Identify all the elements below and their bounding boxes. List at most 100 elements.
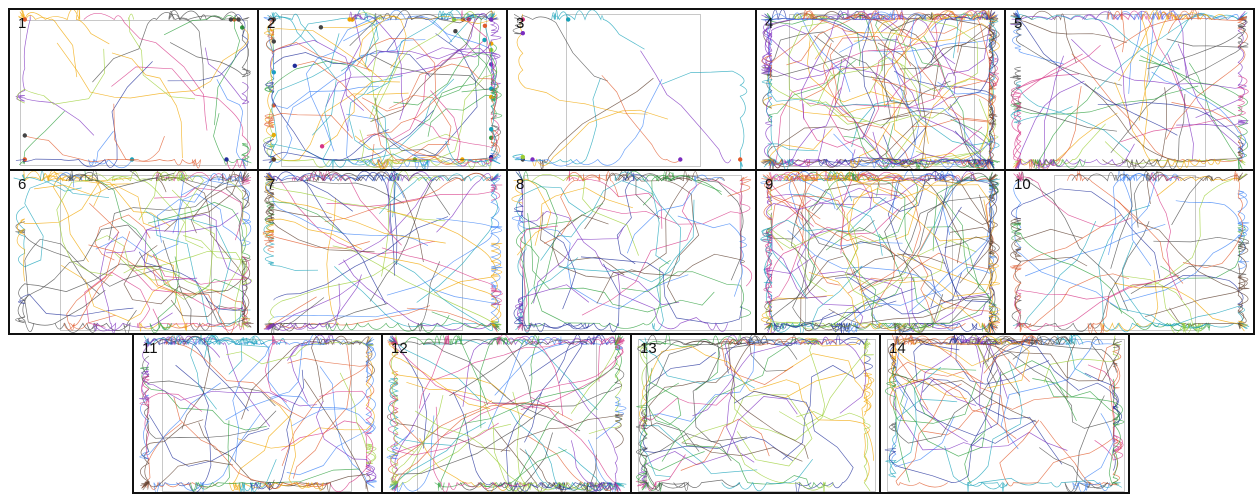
- trajectory-path: [635, 336, 756, 452]
- trajectory-path: [190, 335, 265, 410]
- trajectory-path: [846, 179, 946, 264]
- trajectory-path: [884, 419, 1036, 483]
- plot-frame: [887, 339, 1125, 492]
- trajectory-path: [356, 171, 400, 266]
- trajectory-path: [1024, 223, 1166, 277]
- trajectory-path: [786, 257, 944, 333]
- agent-marker: [520, 31, 525, 36]
- trajectory-path: [388, 377, 452, 446]
- trajectory-plot: [760, 171, 1001, 333]
- trajectory-path: [680, 418, 770, 471]
- trajectory-path: [286, 335, 335, 403]
- trajectory-path: [814, 23, 1000, 60]
- trajectory-path: [339, 372, 377, 465]
- trajectory-path: [390, 335, 414, 452]
- trajectory-path: [800, 337, 874, 461]
- trajectory-path: [169, 18, 251, 78]
- trajectory-path: [452, 391, 617, 491]
- trajectory-path: [533, 226, 624, 304]
- trajectory-path: [752, 379, 870, 482]
- trajectory-path: [900, 368, 985, 457]
- trajectory-path: [320, 15, 407, 69]
- trajectory-path: [113, 103, 201, 169]
- trajectory-path: [1013, 171, 1132, 228]
- trajectory-path: [321, 80, 400, 147]
- agent-marker: [271, 157, 276, 162]
- trajectory-path: [511, 178, 552, 256]
- trajectory-path: [445, 25, 501, 165]
- trajectory-path: [154, 335, 211, 430]
- trajectory-path: [430, 284, 502, 306]
- trajectory-path: [838, 10, 883, 71]
- trajectory-path: [768, 59, 856, 123]
- panel-6: 6: [8, 169, 259, 335]
- trajectory-path: [544, 173, 601, 244]
- trajectory-path: [787, 229, 942, 297]
- trajectory-path: [291, 171, 402, 246]
- trajectory-path: [1141, 10, 1160, 149]
- trajectory-path: [34, 184, 159, 230]
- trajectory-path: [63, 203, 119, 331]
- trajectory-path: [1014, 336, 1114, 369]
- trajectory-path: [808, 271, 905, 332]
- trajectory-path: [1064, 395, 1108, 492]
- trajectory-path: [639, 391, 732, 430]
- trajectory-plot: [884, 335, 1125, 492]
- trajectory-path: [1123, 190, 1249, 302]
- trajectory-path: [268, 33, 340, 169]
- trajectory-path: [204, 335, 286, 359]
- trajectory-path: [1010, 14, 1180, 70]
- trajectory-path: [433, 242, 503, 294]
- trajectory-path: [774, 300, 897, 332]
- trajectory-path: [436, 217, 503, 324]
- panel-13: 13: [630, 333, 881, 494]
- trajectory-path: [520, 236, 671, 329]
- trajectory-path: [1098, 205, 1208, 333]
- trajectory-path: [1107, 10, 1125, 53]
- trajectory-path: [1010, 45, 1101, 165]
- trajectory-path: [358, 39, 485, 143]
- trajectory-path: [880, 12, 933, 129]
- agent-marker: [292, 63, 297, 68]
- trajectory-path: [19, 110, 65, 166]
- trajectory-path: [764, 253, 946, 312]
- trajectory-path: [882, 134, 992, 166]
- panel-label: 11: [142, 340, 158, 357]
- trajectory-path: [617, 272, 728, 332]
- trajectory-path: [616, 171, 649, 265]
- trajectory-path: [153, 216, 251, 327]
- trajectory-path: [343, 259, 498, 331]
- trajectory-path: [281, 420, 367, 492]
- trajectory-path: [1071, 53, 1239, 163]
- trajectory-path: [1110, 15, 1247, 154]
- trajectory-path: [1138, 12, 1211, 121]
- trajectory-path: [646, 335, 682, 426]
- trajectory-path: [532, 109, 669, 167]
- trajectory-path: [148, 414, 270, 467]
- trajectory-path: [1156, 176, 1239, 197]
- trajectory-path: [111, 66, 251, 169]
- trajectory-path: [527, 213, 715, 313]
- trajectory-path: [128, 13, 196, 100]
- trajectory-path: [1160, 224, 1246, 279]
- trajectory-path: [512, 78, 601, 165]
- trajectory-path: [734, 390, 854, 492]
- trajectory-path: [796, 193, 873, 329]
- agent-marker: [453, 29, 458, 34]
- trajectory-path: [270, 39, 352, 131]
- plot-frame: [307, 175, 463, 331]
- trajectory-path: [302, 180, 386, 305]
- trajectory-path: [639, 337, 755, 389]
- plot-frame: [162, 339, 352, 492]
- trajectory-path: [818, 127, 926, 168]
- trajectory-path: [891, 335, 1030, 410]
- trajectory-path: [387, 395, 499, 456]
- trajectory-path: [766, 187, 899, 299]
- trajectory-path: [369, 11, 477, 119]
- trajectory-path: [88, 130, 133, 169]
- trajectory-path: [784, 353, 875, 416]
- trajectory-path: [264, 172, 354, 212]
- trajectory-path: [206, 176, 248, 324]
- trajectory-path: [142, 389, 277, 439]
- agent-marker: [678, 157, 683, 162]
